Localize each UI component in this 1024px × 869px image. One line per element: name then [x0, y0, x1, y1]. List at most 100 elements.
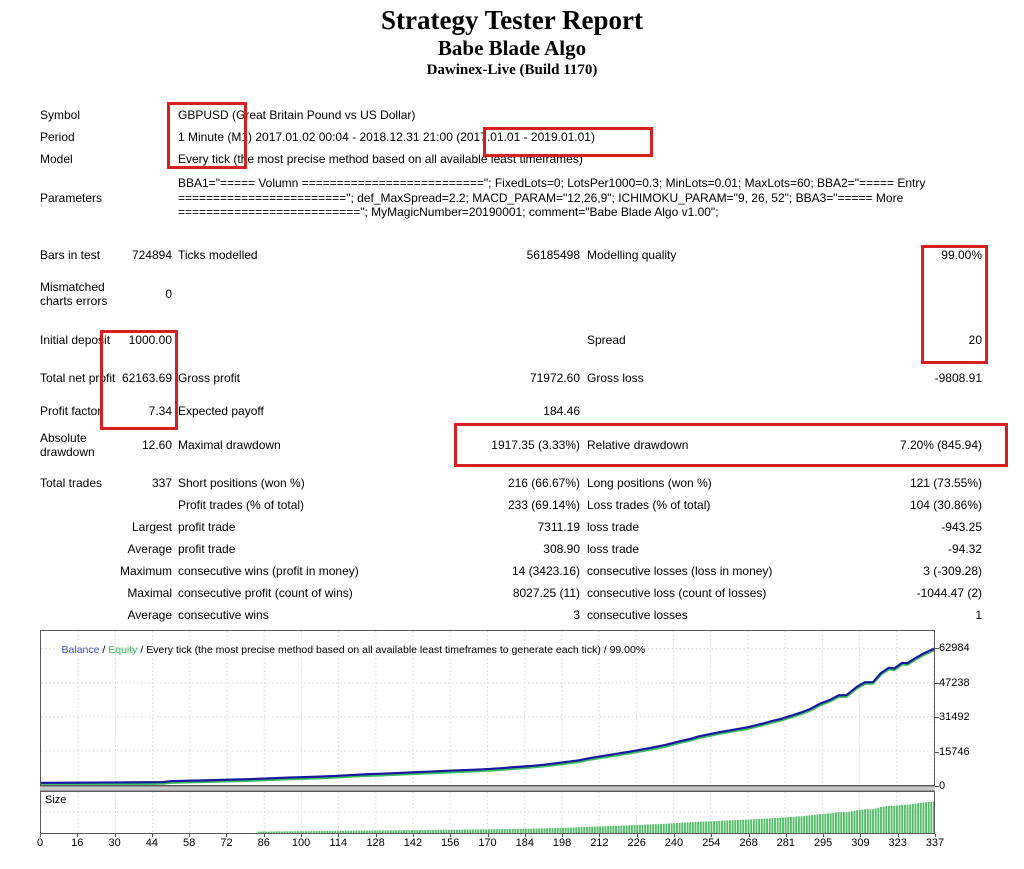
x-axis-label: 128 [366, 837, 385, 849]
info-row: Model Every tick (the most precise method… [40, 148, 984, 170]
stat-label: Total trades [40, 476, 103, 490]
stat-value: 3 [573, 608, 580, 622]
info-label: Symbol [40, 108, 81, 122]
stat-label: Mismatched charts errors [40, 280, 108, 308]
stat-label: loss trade [587, 542, 640, 556]
stat-value: 0 [165, 287, 172, 301]
stat-label: Largest [131, 520, 172, 534]
x-axis-label: 44 [145, 837, 158, 849]
y-axis-label: 47238 [939, 676, 970, 689]
stats-row: Mismatched charts errors 0 [40, 266, 982, 322]
stat-label: Profit trades (% of total) [178, 498, 305, 512]
size-chart-svg [41, 792, 934, 833]
legend-description: Every tick (the most precise method base… [146, 644, 646, 656]
equity-legend-label: Equity [108, 644, 138, 656]
stat-value: 1917.35 (3.33%) [491, 438, 580, 452]
stat-value: 20 [968, 333, 982, 347]
x-axis-label: 268 [739, 837, 758, 849]
stat-value: 8027.25 (11) [512, 586, 580, 600]
x-axis-tick [375, 834, 377, 837]
stat-value: 121 (73.55%) [909, 476, 982, 490]
stats-row: Largest profit trade 7311.19 loss trade -943… [40, 516, 982, 538]
balance-chart-svg [41, 631, 934, 785]
stats-row: Profit trades (% of total) 233 (69.14%) Lo… [40, 494, 982, 516]
x-axis-tick [860, 834, 862, 837]
stat-label: Maximal drawdown [178, 438, 281, 452]
stat-label: Expected payoff [178, 404, 264, 418]
x-axis-label: 86 [257, 837, 270, 849]
x-axis-tick [412, 834, 414, 837]
stats-row: Maximum consecutive wins (profit in money… [40, 560, 982, 582]
size-panel-label: Size [45, 794, 67, 806]
stat-value: 56185498 [526, 248, 580, 262]
stat-label: Short positions (won %) [178, 476, 305, 490]
stat-label: Average [127, 608, 172, 622]
stat-label: Bars in test [40, 248, 101, 262]
stat-label: profit trade [178, 542, 236, 556]
stats-row: Total net profit 62163.69 Gross profit 7197… [40, 358, 982, 398]
stat-label: consecutive loss (count of losses) [587, 586, 767, 600]
stat-value: 99.00% [941, 248, 982, 262]
chart-legend: Balance / Equity / Every tick (the most … [44, 632, 646, 668]
stat-value: 104 (30.86%) [909, 498, 982, 512]
stat-label: Initial deposit [40, 333, 111, 347]
stats-row: Maximal consecutive profit (count of wins… [40, 582, 982, 604]
x-axis-label: 309 [851, 837, 870, 849]
stat-label: Gross loss [587, 371, 644, 385]
x-axis-label: 142 [403, 837, 423, 849]
stat-label: Maximal [127, 586, 172, 600]
stat-label: Average [127, 542, 172, 556]
stats-row: Average consecutive wins 3 consecutive loss… [40, 604, 982, 626]
stats-row: Profit factor 7.34 Expected payoff 184.46 [40, 398, 982, 424]
y-axis-tick [935, 751, 939, 753]
y-axis-tick [935, 682, 939, 684]
stat-value: 724894 [131, 248, 172, 262]
y-axis-tick [935, 648, 939, 649]
y-axis-label: 15746 [939, 745, 970, 758]
stat-value: 12.60 [141, 438, 172, 452]
x-axis-label: 281 [776, 837, 795, 849]
x-axis-label: 323 [888, 837, 907, 849]
x-axis-tick [935, 834, 936, 837]
stat-label: Total net profit [40, 371, 116, 385]
stat-label: consecutive losses (loss in money) [587, 564, 773, 578]
size-panel: Size [40, 791, 935, 834]
stat-value: 216 (66.67%) [507, 476, 580, 490]
y-axis-tick [935, 717, 939, 718]
stat-value: 1000.00 [128, 333, 172, 347]
stat-value: 62163.69 [121, 371, 172, 385]
x-axis-label: 254 [702, 837, 721, 849]
x-axis-label: 72 [220, 837, 233, 849]
x-axis-tick [151, 834, 153, 837]
x-axis-tick [450, 834, 452, 837]
x-axis-tick [673, 834, 675, 837]
x-axis-label: 114 [329, 837, 348, 849]
x-axis-tick [711, 834, 713, 837]
stat-value: 71972.60 [529, 371, 580, 385]
panel-separator [40, 786, 935, 791]
x-axis-tick [524, 834, 526, 837]
x-axis-label: 337 [925, 837, 945, 849]
x-axis-tick [636, 834, 638, 837]
stat-label: Maximum [119, 564, 172, 578]
stat-value: 184.46 [543, 404, 580, 418]
info-label: Period [40, 130, 75, 144]
x-axis-label: 0 [36, 837, 44, 849]
legend-separator: / [137, 644, 147, 656]
x-axis-tick [897, 834, 899, 837]
x-axis-tick [77, 834, 79, 837]
x-axis-label: 30 [108, 837, 121, 849]
stats-row: Bars in test 724894 Ticks modelled 56185498… [40, 244, 982, 266]
stat-value: -9808.91 [934, 371, 982, 385]
stat-value: 337 [151, 476, 172, 490]
x-axis-label: 170 [478, 837, 497, 849]
balance-legend-label: Balance [61, 644, 100, 656]
x-axis-tick [823, 834, 825, 837]
y-axis-label: 0 [939, 780, 946, 792]
x-axis-tick [189, 834, 191, 837]
x-axis-tick [487, 834, 489, 837]
stat-label: profit trade [178, 520, 236, 534]
x-axis-label: 295 [813, 837, 833, 849]
stats-row: Total trades 337 Short positions (won %) 21… [40, 472, 982, 494]
x-axis-label: 184 [515, 837, 534, 849]
